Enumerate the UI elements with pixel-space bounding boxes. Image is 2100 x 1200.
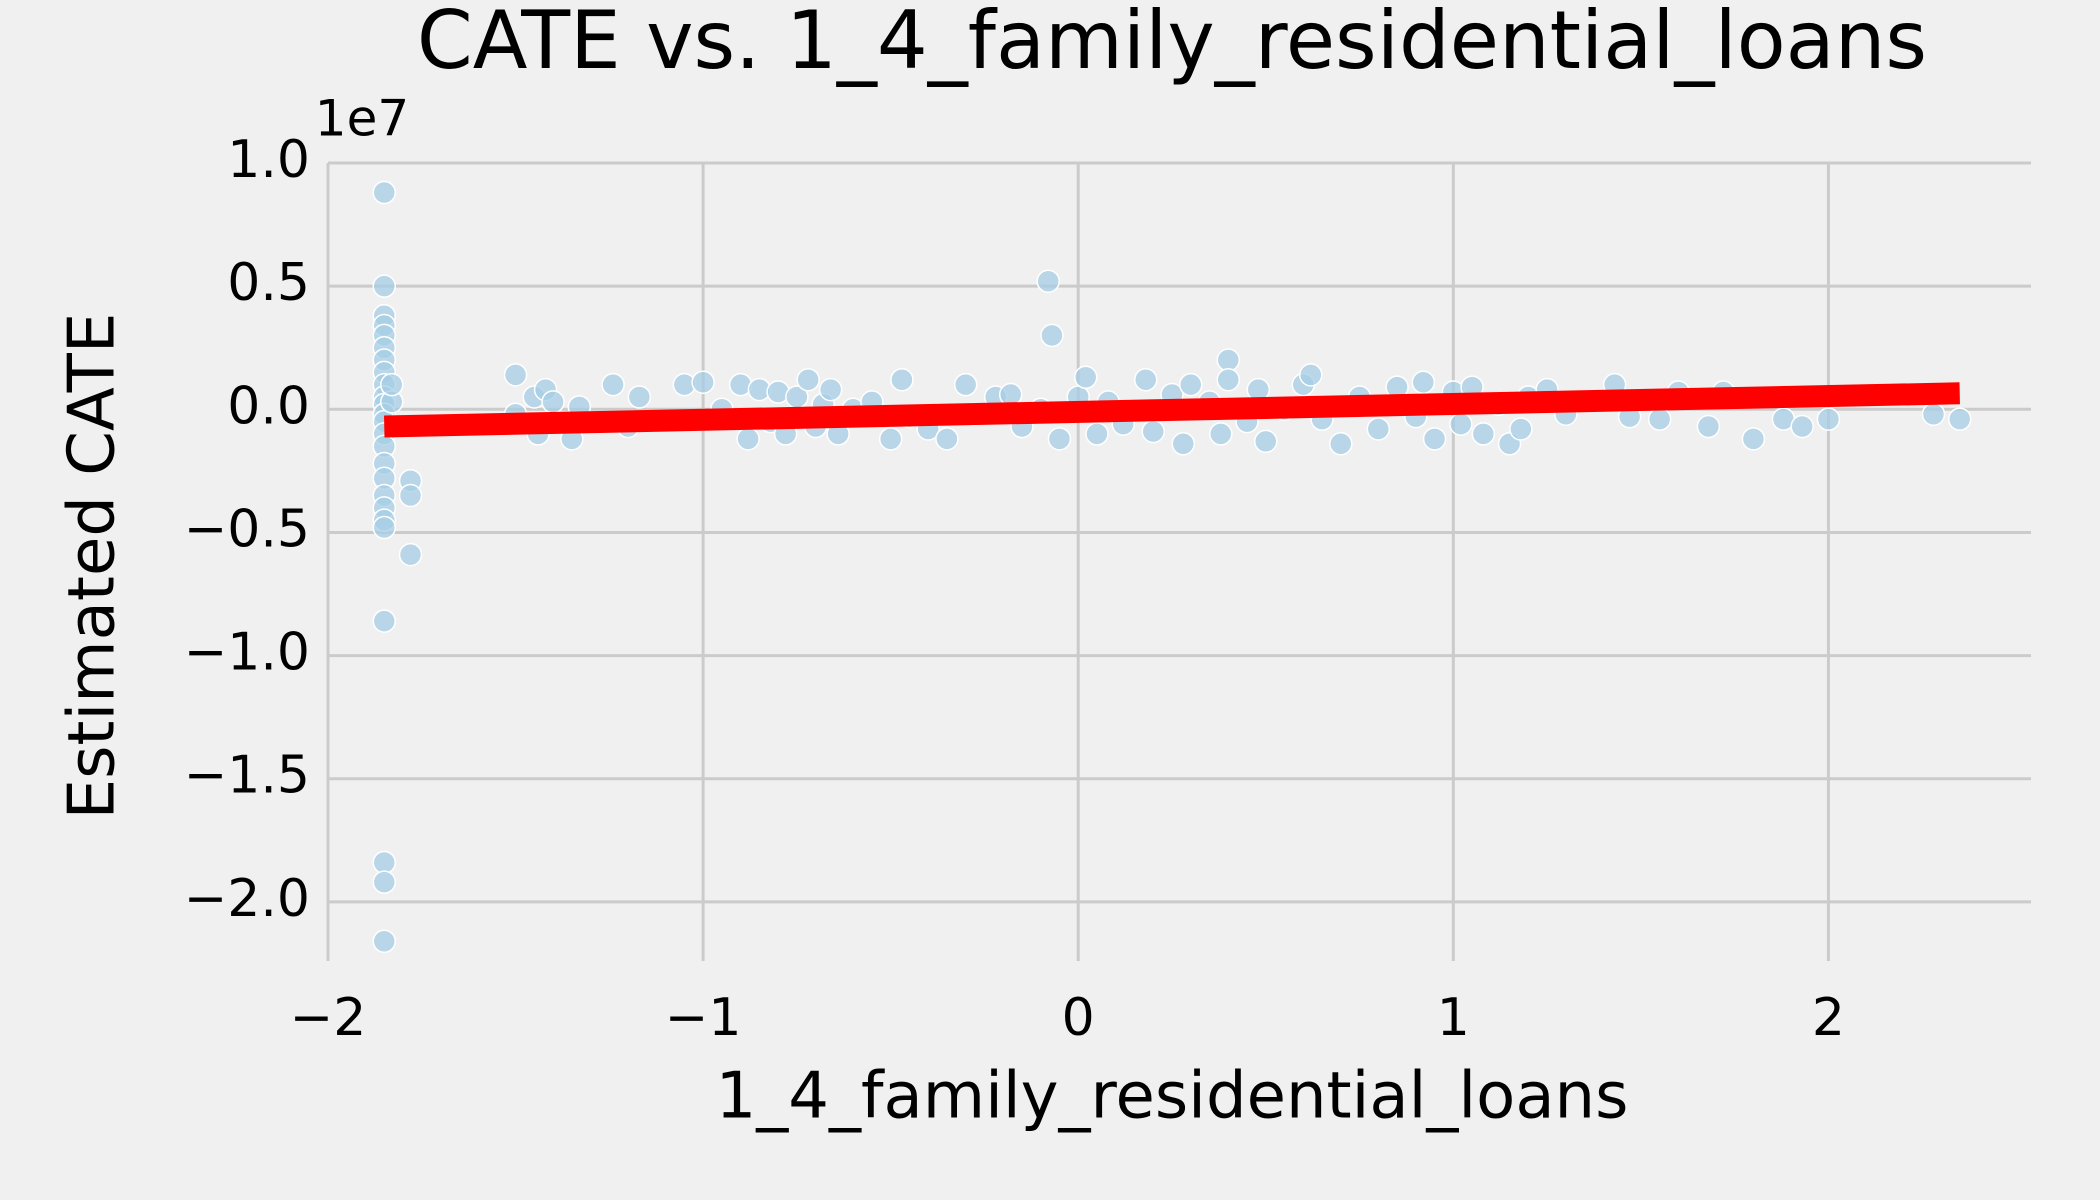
y-axis-label: Estimated CATE (56, 313, 130, 820)
y-tick-label: −2.0 (184, 869, 310, 929)
scatter-point (1647, 407, 1672, 431)
scatter-point (1040, 323, 1064, 348)
scatter-point (372, 850, 397, 875)
scatter-point (601, 372, 625, 397)
scatter-point (796, 367, 820, 392)
scatter-point (1179, 372, 1203, 397)
grid: −2.0 −1.5 −1.0 −0.5 0.0 0.5 1.0 −2 −1 0 1 2 (184, 130, 2031, 1048)
x-tick-label: −2 (290, 988, 367, 1048)
scatter-point (1366, 417, 1391, 441)
scatter-point (372, 180, 397, 205)
scatter-point (1449, 412, 1473, 436)
trend-line (384, 382, 1960, 438)
x-axis-label: 1_4_family_residential_loans (716, 1060, 1629, 1134)
scatter-point (1209, 422, 1233, 446)
scatter-point (1947, 407, 1972, 431)
scatter-point (1085, 422, 1109, 446)
scatter-point (1254, 429, 1278, 454)
scatter-point (890, 367, 914, 392)
scatter-point (372, 929, 397, 954)
x-tick-label: 1 (1437, 988, 1470, 1048)
scatter-point (627, 385, 652, 409)
scatter-point (1299, 363, 1323, 387)
y-tick-label: 0.0 (227, 376, 310, 436)
scatter-point (1133, 367, 1158, 392)
scatter-point (1047, 427, 1072, 451)
scatter-point (736, 427, 760, 451)
scatter-point (1073, 365, 1098, 390)
scatter-point (691, 370, 715, 394)
scatter-point (1036, 269, 1060, 293)
chart-title: CATE vs. 1_4_family_residential_loans (417, 0, 1927, 87)
scatter-point (1141, 419, 1165, 444)
y-tick-label: 0.5 (227, 253, 310, 313)
y-tick-label: 1.0 (227, 130, 310, 190)
scatter-point (1171, 432, 1196, 456)
scatter-point (935, 427, 959, 451)
y-tick-label: −0.5 (184, 499, 310, 559)
scatter-point (1921, 402, 1946, 426)
x-tick-label: 0 (1062, 988, 1095, 1048)
scatter-point (1422, 427, 1447, 451)
scatter-point (1696, 414, 1721, 439)
scatter-point (1471, 422, 1496, 446)
scatter-point (398, 542, 423, 567)
scatter-point (1216, 348, 1241, 372)
y-offset-label: 1e7 (315, 90, 409, 148)
scatter-point (372, 870, 397, 894)
scatter-point (380, 372, 404, 397)
scatter-point (1790, 414, 1814, 439)
scatter-point (1216, 367, 1241, 392)
scatter-point (541, 390, 565, 414)
scatter-point (953, 372, 978, 397)
x-tick-label: 2 (1812, 988, 1845, 1048)
x-tick-label: −1 (665, 988, 742, 1048)
scatter-point (1816, 407, 1841, 431)
scatter-point (372, 274, 397, 298)
scatter-point (372, 515, 397, 540)
scatter-point (372, 609, 397, 633)
scatter-point (878, 427, 903, 451)
scatter-point (1411, 370, 1436, 394)
scatter-point (503, 363, 528, 387)
scatter-point (1509, 417, 1533, 441)
scatter-point (398, 483, 423, 508)
trend-layer (384, 382, 1960, 438)
scatter-point (818, 377, 843, 402)
scatter-point (1329, 432, 1353, 456)
y-tick-label: −1.0 (184, 623, 310, 683)
scatter-point (1741, 427, 1766, 451)
y-tick-label: −1.5 (184, 746, 310, 806)
